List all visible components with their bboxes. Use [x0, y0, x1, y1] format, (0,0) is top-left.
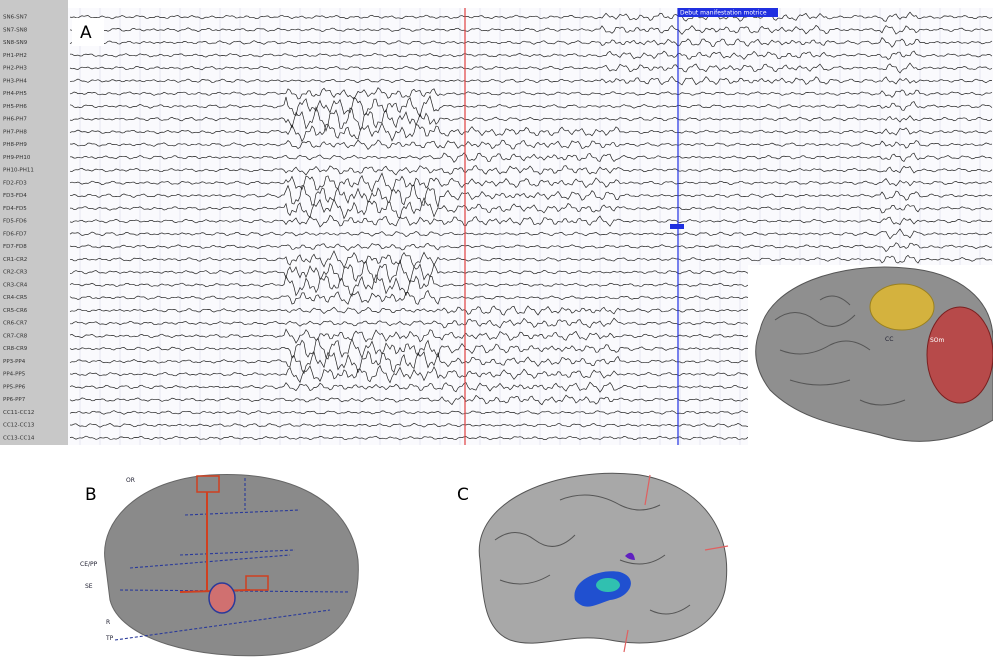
channel-label: CR1-CR2: [3, 257, 27, 263]
trace: [69, 250, 993, 269]
channel-label: PH9-PH10: [3, 155, 31, 161]
trace: [69, 337, 749, 360]
crosshair: [623, 474, 729, 653]
trace: [69, 50, 993, 60]
label-bg: [72, 18, 104, 46]
roi-box: [245, 575, 269, 591]
activation-core: [596, 578, 620, 592]
electrode-label: CE/PP: [80, 561, 98, 568]
eeg-traces: [69, 11, 993, 441]
sulci: [494, 494, 691, 615]
electrode-label: OR: [126, 477, 135, 484]
trace: [69, 172, 993, 193]
trace: [69, 95, 993, 118]
trace: [69, 165, 993, 176]
channel-label: CR5-CR6: [3, 308, 28, 314]
brain-c: [478, 472, 728, 644]
trace: [69, 273, 749, 297]
channel-column: [0, 0, 68, 445]
trace: [69, 139, 993, 150]
trace: [69, 328, 749, 344]
channel-label: FD6-FD7: [3, 231, 27, 237]
channel-label: PH10-PH11: [3, 168, 34, 174]
channel-label: SN6-SN7: [3, 15, 28, 21]
channel-label: PP5-PP6: [3, 384, 26, 390]
trace: [69, 364, 749, 384]
trace: [69, 24, 993, 35]
trace: [69, 381, 749, 393]
channel-label: PH8-PH9: [3, 142, 27, 148]
marker-label: Debut manifestation motrice: [680, 10, 767, 17]
trace: [69, 106, 993, 132]
channel-label: PP3-PP4: [3, 359, 26, 365]
trace: [69, 214, 993, 228]
channel-label: CR8-CR9: [3, 346, 28, 352]
trace: [69, 228, 993, 240]
channel-label: SN7-SN8: [3, 27, 28, 33]
channel-label: FD3-FD4: [3, 193, 27, 199]
channel-label: PH4-PH5: [3, 91, 27, 97]
channel-label: CC11-CC12: [3, 410, 34, 416]
channel-label: PH5-PH6: [3, 104, 27, 110]
channel-label: CC13-CC14: [3, 436, 35, 442]
red-zone: [926, 306, 993, 404]
trace: [69, 289, 749, 305]
trace: [69, 152, 993, 163]
panel-label: A: [80, 23, 92, 43]
electrode-label: SE: [85, 583, 93, 590]
lesion: [208, 582, 236, 614]
trace: [69, 350, 749, 375]
trace: [70, 317, 749, 329]
brain-b: [104, 473, 359, 657]
channel-label: CR2-CR3: [3, 270, 28, 276]
marker-tag: [678, 8, 778, 17]
channel-label: PH7-PH8: [3, 129, 27, 135]
channel-label: PP4-PP5: [3, 372, 26, 378]
trace: [69, 122, 993, 143]
sulci: [774, 295, 906, 406]
channel-label: PP6-PP7: [3, 397, 26, 403]
channel-label: FD7-FD8: [3, 244, 27, 250]
channel-label: CC12-CC13: [3, 423, 35, 429]
panel-label: C: [457, 485, 469, 505]
trace: [69, 435, 749, 441]
channel-label: FD2-FD3: [3, 180, 27, 186]
channel-label: FD4-FD5: [3, 206, 27, 212]
trace: [69, 305, 749, 316]
yellow-zone: [869, 283, 935, 331]
channel-label: PH6-PH7: [3, 117, 27, 123]
trace: [69, 11, 993, 22]
trace: [69, 410, 749, 415]
channel-label: PH2-PH3: [3, 66, 27, 72]
trace: [69, 259, 749, 284]
inset-label: SOm: [930, 337, 945, 344]
channel-label: CR6-CR7: [3, 321, 28, 327]
electrode-label: TP: [105, 635, 114, 642]
trace: [69, 394, 749, 406]
trace: [69, 87, 993, 100]
inset-label: CC: [885, 336, 893, 343]
channel-label: SN8-SN9: [3, 40, 28, 46]
channel-label: FD5-FD6: [3, 219, 27, 225]
trace: [69, 422, 749, 428]
channel-label: CR4-CR5: [3, 295, 28, 301]
trace: [69, 184, 993, 208]
activation-small: [625, 552, 635, 560]
channel-label: CR3-CR4: [3, 282, 28, 288]
panel-label: B: [85, 485, 97, 505]
electrode-label: R: [106, 619, 110, 626]
channel-label: PH1-PH2: [3, 53, 27, 59]
marker-box: [670, 224, 684, 229]
trace: [69, 62, 993, 74]
trace: [69, 37, 993, 48]
trace: [69, 75, 993, 86]
trace: [69, 242, 993, 253]
trace: [69, 197, 993, 220]
channel-label: CR7-CR8: [3, 333, 28, 339]
channel-label: PH3-PH4: [3, 78, 27, 84]
